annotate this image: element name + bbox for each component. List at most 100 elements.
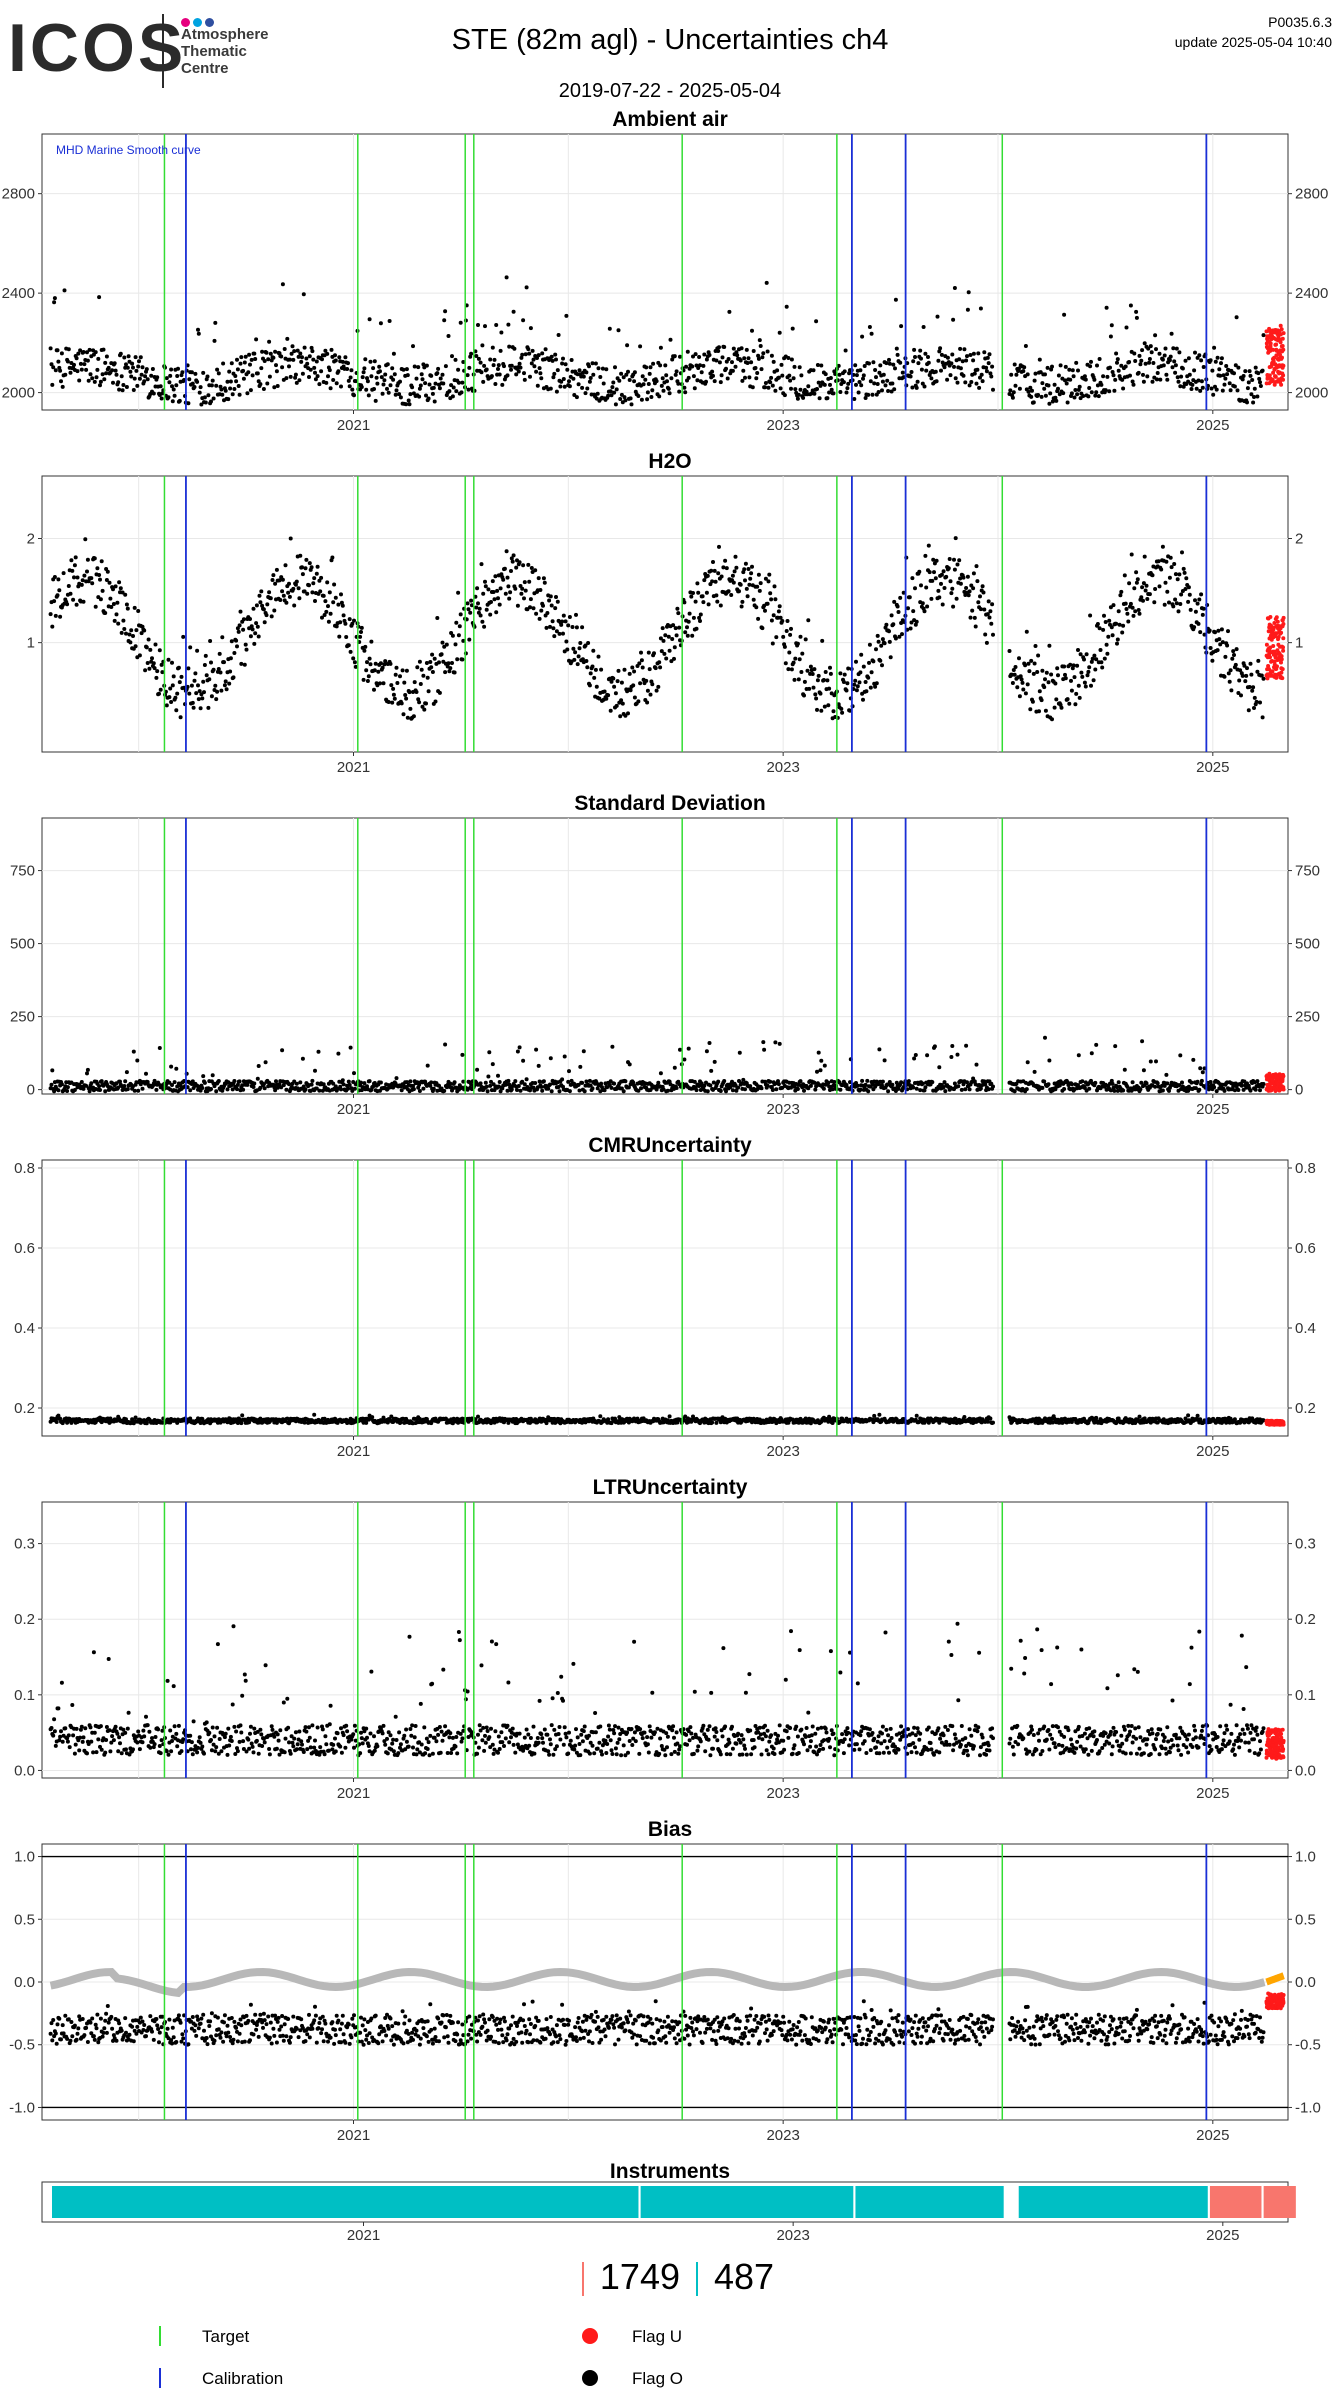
data-point-flag-o xyxy=(85,1067,90,1072)
data-point-flag-o xyxy=(1089,1051,1094,1056)
data-point-flag-o xyxy=(216,1079,221,1083)
data-point-flag-o xyxy=(709,568,714,573)
data-point-flag-o xyxy=(1177,350,1182,355)
data-point-flag-o xyxy=(742,356,747,361)
data-point-flag-u xyxy=(1268,655,1272,660)
data-point-flag-o xyxy=(85,358,90,363)
data-point-flag-u xyxy=(1281,615,1286,620)
data-point-flag-o xyxy=(638,344,643,349)
data-point-flag-o xyxy=(548,624,552,629)
data-point-flag-o xyxy=(1246,1083,1251,1088)
data-point-flag-o xyxy=(591,372,596,377)
data-point-flag-o xyxy=(943,1089,948,1094)
data-point-flag-o xyxy=(317,1088,322,1093)
data-point-flag-o xyxy=(912,347,917,352)
data-point-flag-o xyxy=(1182,570,1187,575)
data-point-flag-o xyxy=(1236,1088,1241,1092)
data-point-flag-o xyxy=(262,1086,267,1091)
data-point-flag-o xyxy=(1178,602,1183,606)
data-point-flag-o xyxy=(193,371,198,376)
data-point-flag-o xyxy=(685,625,689,630)
data-point-flag-o xyxy=(424,363,429,368)
data-point-flag-o xyxy=(329,347,334,352)
data-point-flag-o xyxy=(910,576,915,581)
data-point-flag-o xyxy=(658,636,663,641)
data-point-flag-o xyxy=(208,639,213,643)
data-point-flag-o xyxy=(867,660,871,665)
data-point-flag-o xyxy=(567,615,572,619)
data-point-flag-u xyxy=(1267,1071,1272,1076)
data-point-flag-o xyxy=(747,375,752,380)
data-point-flag-o xyxy=(393,672,398,677)
data-point-flag-o xyxy=(854,382,858,387)
data-point-flag-o xyxy=(1032,1069,1037,1074)
data-point-flag-o xyxy=(251,1085,256,1089)
data-point-flag-o xyxy=(1076,1053,1081,1058)
data-point-flag-o xyxy=(456,367,461,372)
data-point-flag-o xyxy=(139,372,144,377)
data-point-flag-o xyxy=(1238,668,1243,673)
data-point-flag-o xyxy=(268,351,273,356)
data-point-flag-o xyxy=(1123,364,1128,369)
data-point-flag-o xyxy=(716,349,721,353)
data-point-flag-o xyxy=(48,612,53,617)
data-point-flag-o xyxy=(490,579,495,584)
data-point-flag-o xyxy=(555,599,560,604)
data-point-flag-o xyxy=(880,1079,885,1084)
data-point-flag-o xyxy=(702,352,707,357)
data-point-flag-o xyxy=(890,381,895,386)
data-point-flag-o xyxy=(72,563,77,568)
data-point-flag-o xyxy=(469,1082,474,1087)
data-point-flag-o xyxy=(926,355,930,359)
data-point-flag-o xyxy=(1095,383,1100,388)
data-point-flag-o xyxy=(1183,358,1188,363)
data-point-flag-o xyxy=(751,597,756,602)
data-point-flag-o xyxy=(978,306,983,311)
data-point-flag-o xyxy=(845,386,850,391)
data-point-flag-o xyxy=(983,632,988,637)
data-point-flag-o xyxy=(576,654,581,659)
data-point-flag-o xyxy=(867,325,872,329)
data-point-flag-o xyxy=(1245,666,1249,671)
data-point-flag-o xyxy=(855,1083,860,1088)
data-point-flag-o xyxy=(249,357,254,362)
data-point-flag-o xyxy=(873,684,878,689)
data-point-flag-o xyxy=(808,1083,813,1088)
data-point-flag-o xyxy=(534,1047,539,1052)
data-point-flag-o xyxy=(494,323,499,327)
data-point-flag-o xyxy=(452,1080,457,1085)
data-point-flag-o xyxy=(58,614,63,619)
data-point-flag-o xyxy=(494,610,499,615)
data-point-flag-o xyxy=(1207,628,1212,633)
data-point-flag-o xyxy=(313,370,317,375)
data-point-flag-o xyxy=(234,638,239,643)
data-point-flag-o xyxy=(77,378,82,383)
data-point-flag-o xyxy=(95,367,100,372)
data-point-flag-u xyxy=(1281,377,1285,382)
series-flag-o xyxy=(48,1412,1266,1426)
data-point-flag-o xyxy=(259,589,264,594)
y-tick-label-right: 250 xyxy=(1295,1009,1320,1026)
data-point-flag-o xyxy=(702,1083,707,1088)
data-point-flag-o xyxy=(293,375,298,380)
panel-title-cmr-uncertainty: CMRUncertainty xyxy=(588,1134,752,1157)
data-point-flag-o xyxy=(1248,1088,1253,1093)
data-point-flag-o xyxy=(164,703,169,708)
data-point-flag-o xyxy=(822,1063,827,1068)
data-point-flag-o xyxy=(1222,382,1227,387)
data-point-flag-o xyxy=(408,1079,413,1084)
data-point-flag-o xyxy=(1198,1066,1203,1071)
data-point-flag-o xyxy=(201,679,206,684)
data-point-flag-o xyxy=(704,379,708,384)
data-point-flag-o xyxy=(593,361,598,366)
data-point-flag-o xyxy=(189,683,194,688)
data-point-flag-o xyxy=(1245,386,1250,391)
data-point-flag-o xyxy=(551,626,556,631)
data-point-flag-o xyxy=(877,1047,882,1052)
data-point-flag-o xyxy=(821,1086,826,1091)
data-point-flag-o xyxy=(853,678,858,683)
data-point-flag-o xyxy=(765,601,770,606)
data-point-flag-o xyxy=(94,375,99,380)
data-point-flag-o xyxy=(1043,393,1048,398)
data-point-flag-o xyxy=(209,383,214,388)
